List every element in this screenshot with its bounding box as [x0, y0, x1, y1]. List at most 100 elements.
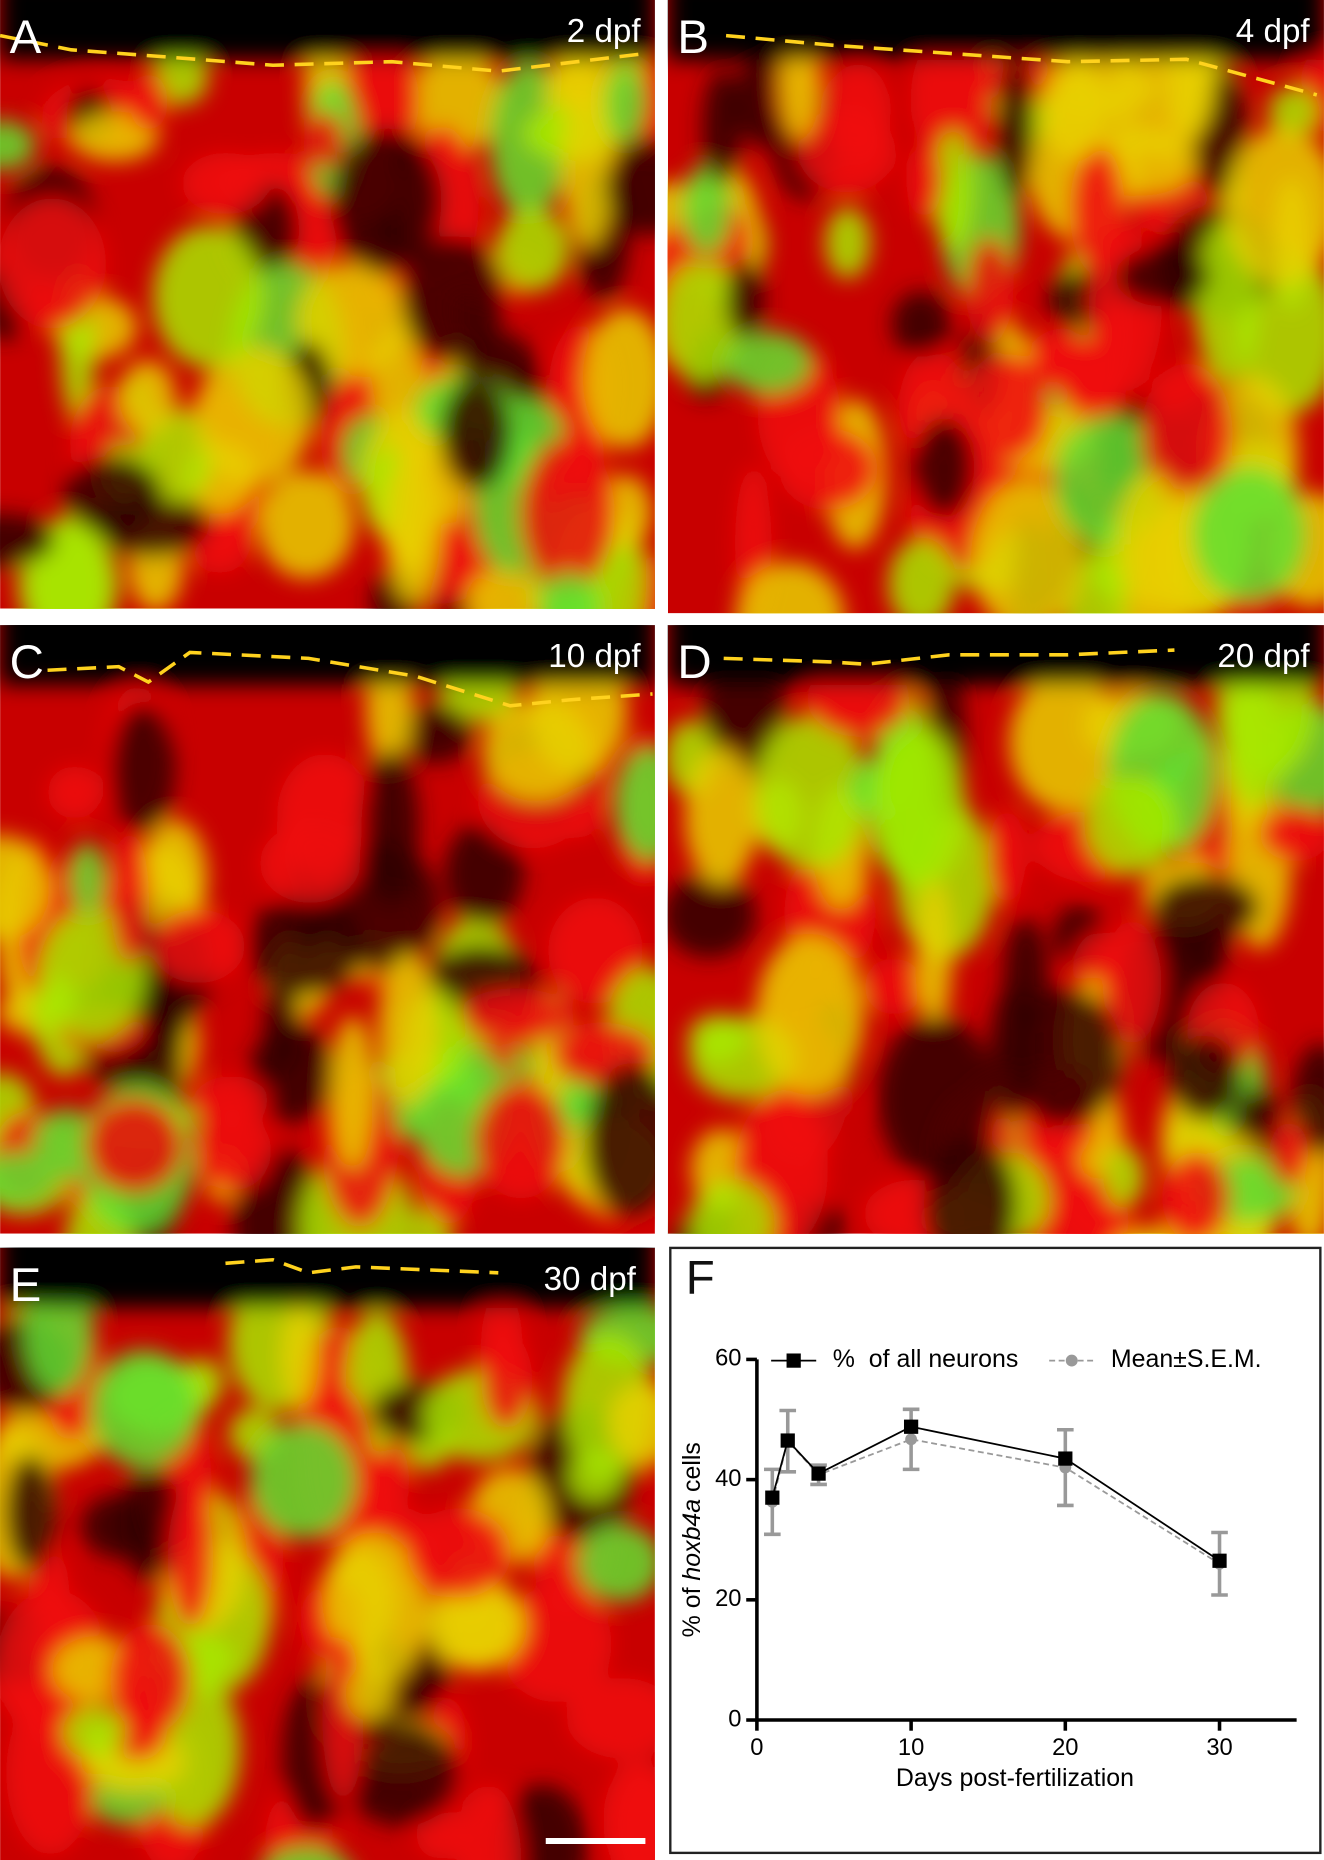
cell: [62, 1705, 125, 1759]
boundary-line: [725, 33, 1318, 97]
cell: [141, 819, 208, 936]
cell: [467, 567, 543, 609]
cell: [401, 236, 504, 363]
cell: [345, 1667, 395, 1721]
cell: [423, 1581, 527, 1670]
cell: [0, 513, 56, 567]
cell: [321, 1636, 364, 1802]
x-tick-label: 30: [1206, 1735, 1232, 1761]
cell: [128, 72, 169, 132]
micrograph: A 2 dpf: [0, 0, 655, 609]
cell: [90, 1349, 198, 1469]
cell: [1161, 1151, 1231, 1234]
stage-label: 20 dpf: [1217, 638, 1310, 675]
cell: [152, 225, 264, 368]
marker: [780, 1433, 795, 1448]
cell: [585, 1063, 655, 1221]
cell: [1168, 1035, 1242, 1121]
panel-letter: E: [10, 1259, 42, 1312]
cell: [249, 1422, 357, 1539]
boundary-line: [723, 648, 1175, 667]
marker: [905, 1433, 918, 1446]
stage-label: 30 dpf: [544, 1261, 637, 1298]
cell: [1223, 682, 1287, 807]
cell: [0, 1152, 55, 1207]
cell: [568, 1451, 622, 1503]
cell: [702, 69, 741, 186]
cell: [987, 809, 1027, 905]
cells: [0, 625, 655, 1234]
legend-label: Mean±S.E.M.: [1111, 1345, 1262, 1373]
panel-letter: D: [677, 636, 711, 689]
cell: [258, 470, 355, 579]
cell: [1141, 362, 1234, 507]
cell: [342, 1721, 460, 1826]
y-tick-label: 20: [715, 1586, 741, 1612]
stage-label: 4 dpf: [1236, 13, 1311, 50]
cell: [456, 1784, 522, 1860]
micrograph: D 20 dpf: [667, 625, 1324, 1234]
x-tick-label: 10: [898, 1735, 924, 1761]
cell: [196, 345, 313, 485]
cell: [4, 1454, 56, 1571]
y-axis-label-part: % of: [677, 1581, 705, 1638]
chart: F 0 20 40 60 0 10 20 30 Days post-fertilization % …: [677, 1252, 1297, 1792]
cell: [480, 1332, 533, 1430]
marker: [765, 1490, 780, 1505]
cell: [606, 137, 655, 236]
y-axis-label: % of hoxb4a cells: [677, 1442, 705, 1637]
y-tick-label: 40: [715, 1466, 741, 1492]
cell: [540, 572, 599, 609]
cell: [406, 1507, 512, 1599]
cell: [280, 1307, 319, 1407]
cell: [1192, 467, 1307, 603]
cell: [725, 259, 765, 340]
cell: [1084, 774, 1178, 875]
cell: [583, 308, 655, 449]
y-tick-label: 60: [715, 1346, 741, 1372]
cell: [971, 480, 1084, 614]
cell: [576, 1524, 655, 1602]
cell: [547, 897, 644, 1004]
boundary-line: [0, 33, 647, 73]
x-tick-label: 0: [750, 1735, 763, 1761]
cell: [753, 715, 869, 870]
cell: [384, 449, 441, 605]
cell: [64, 456, 163, 534]
cell: [519, 437, 616, 593]
cell: [910, 27, 993, 168]
cell: [871, 725, 966, 890]
cell: [415, 1808, 466, 1860]
cell: [1224, 127, 1324, 285]
cell: [378, 952, 439, 1107]
marker: [1212, 1553, 1227, 1568]
cell: [891, 291, 951, 357]
cell: [330, 128, 441, 274]
micrograph: C 10 dpf: [0, 625, 655, 1234]
cells: [667, 0, 1324, 614]
cell: [498, 1585, 613, 1703]
cell: [119, 360, 176, 435]
marker: [811, 1466, 826, 1481]
cell: [192, 1075, 270, 1126]
cell: [151, 908, 246, 984]
lumen: [0, 625, 655, 685]
cell: [756, 934, 865, 1096]
cell: [84, 1096, 184, 1194]
cell: [667, 873, 756, 958]
boundary-line: [47, 650, 653, 708]
cell: [457, 987, 575, 1044]
series-line: [771, 1425, 1221, 1562]
cell: [688, 1179, 775, 1234]
cell: [614, 745, 655, 862]
cell: [1151, 875, 1260, 940]
cell: [330, 1015, 375, 1169]
y-tick-label: 0: [728, 1706, 741, 1732]
cell: [724, 331, 813, 395]
cell: [264, 980, 300, 1075]
cell: [1041, 57, 1108, 162]
cell: [482, 698, 592, 801]
cell: [1268, 86, 1319, 139]
lumen: [0, 0, 655, 60]
